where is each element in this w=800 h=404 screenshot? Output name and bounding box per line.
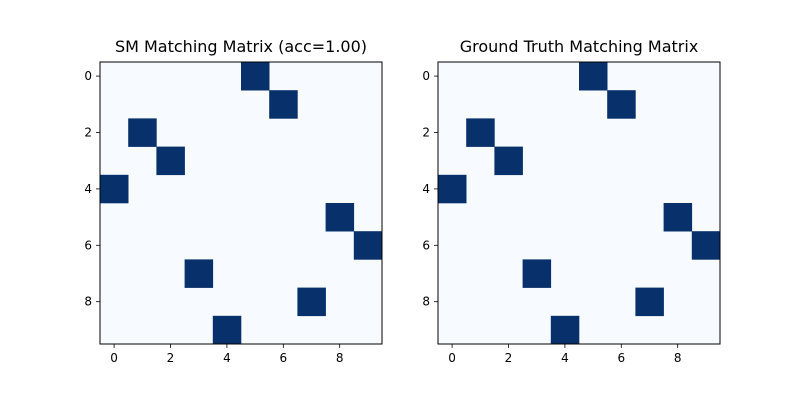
x-tick-label: 4	[561, 351, 569, 365]
heatmap-cell	[269, 90, 298, 119]
heatmap-cell	[184, 259, 214, 288]
heatmap-cell	[691, 231, 721, 260]
heatmap-cell	[297, 287, 326, 317]
heatmap-panel: Ground Truth Matching Matrix 0 2 4 6 8 0 2 4 6 8	[422, 37, 721, 365]
chart-title: SM Matching Matrix (acc=1.00)	[115, 37, 367, 56]
y-tick-label: 4	[422, 182, 430, 196]
heatmap-panel: SM Matching Matrix (acc=1.00) 0 2 4 6 8 0 2 4 6 8	[84, 37, 383, 365]
y-tick-label: 0	[84, 69, 92, 83]
heatmap-cell	[156, 146, 185, 176]
heatmap-cell	[635, 287, 664, 317]
heatmap-cell	[522, 259, 552, 288]
heatmap-cell	[579, 62, 608, 91]
x-tick-label: 8	[674, 351, 682, 365]
heatmap-cell	[212, 315, 242, 345]
y-tick-label: 2	[84, 126, 92, 140]
heatmap-cell	[550, 315, 580, 345]
x-tick-label: 0	[448, 351, 456, 365]
x-tick-label: 6	[617, 351, 625, 365]
y-tick-label: 8	[422, 295, 430, 309]
y-tick-label: 6	[422, 238, 430, 252]
heatmap-cell	[438, 174, 467, 204]
chart-title: Ground Truth Matching Matrix	[460, 37, 699, 56]
heatmap-cell	[100, 174, 129, 204]
y-tick-label: 2	[422, 126, 430, 140]
y-tick-label: 4	[84, 182, 92, 196]
heatmap-cell	[241, 62, 270, 91]
x-tick-label: 2	[167, 351, 175, 365]
x-tick-label: 8	[336, 351, 344, 365]
heatmap-cell	[353, 231, 383, 260]
x-tick-label: 0	[110, 351, 118, 365]
heatmap-cell	[607, 90, 636, 119]
heatmap-cell	[128, 118, 157, 147]
y-tick-label: 6	[84, 238, 92, 252]
x-tick-label: 2	[505, 351, 513, 365]
x-tick-label: 4	[223, 351, 231, 365]
heatmap-cell	[663, 203, 693, 232]
axes-frame	[437, 61, 721, 345]
heatmap-cell	[494, 146, 523, 176]
y-tick-label: 8	[84, 295, 92, 309]
heatmap-cell	[466, 118, 495, 147]
y-tick-label: 0	[422, 69, 430, 83]
axes-frame	[99, 61, 383, 345]
x-tick-label: 6	[279, 351, 287, 365]
heatmap-cell	[325, 203, 355, 232]
